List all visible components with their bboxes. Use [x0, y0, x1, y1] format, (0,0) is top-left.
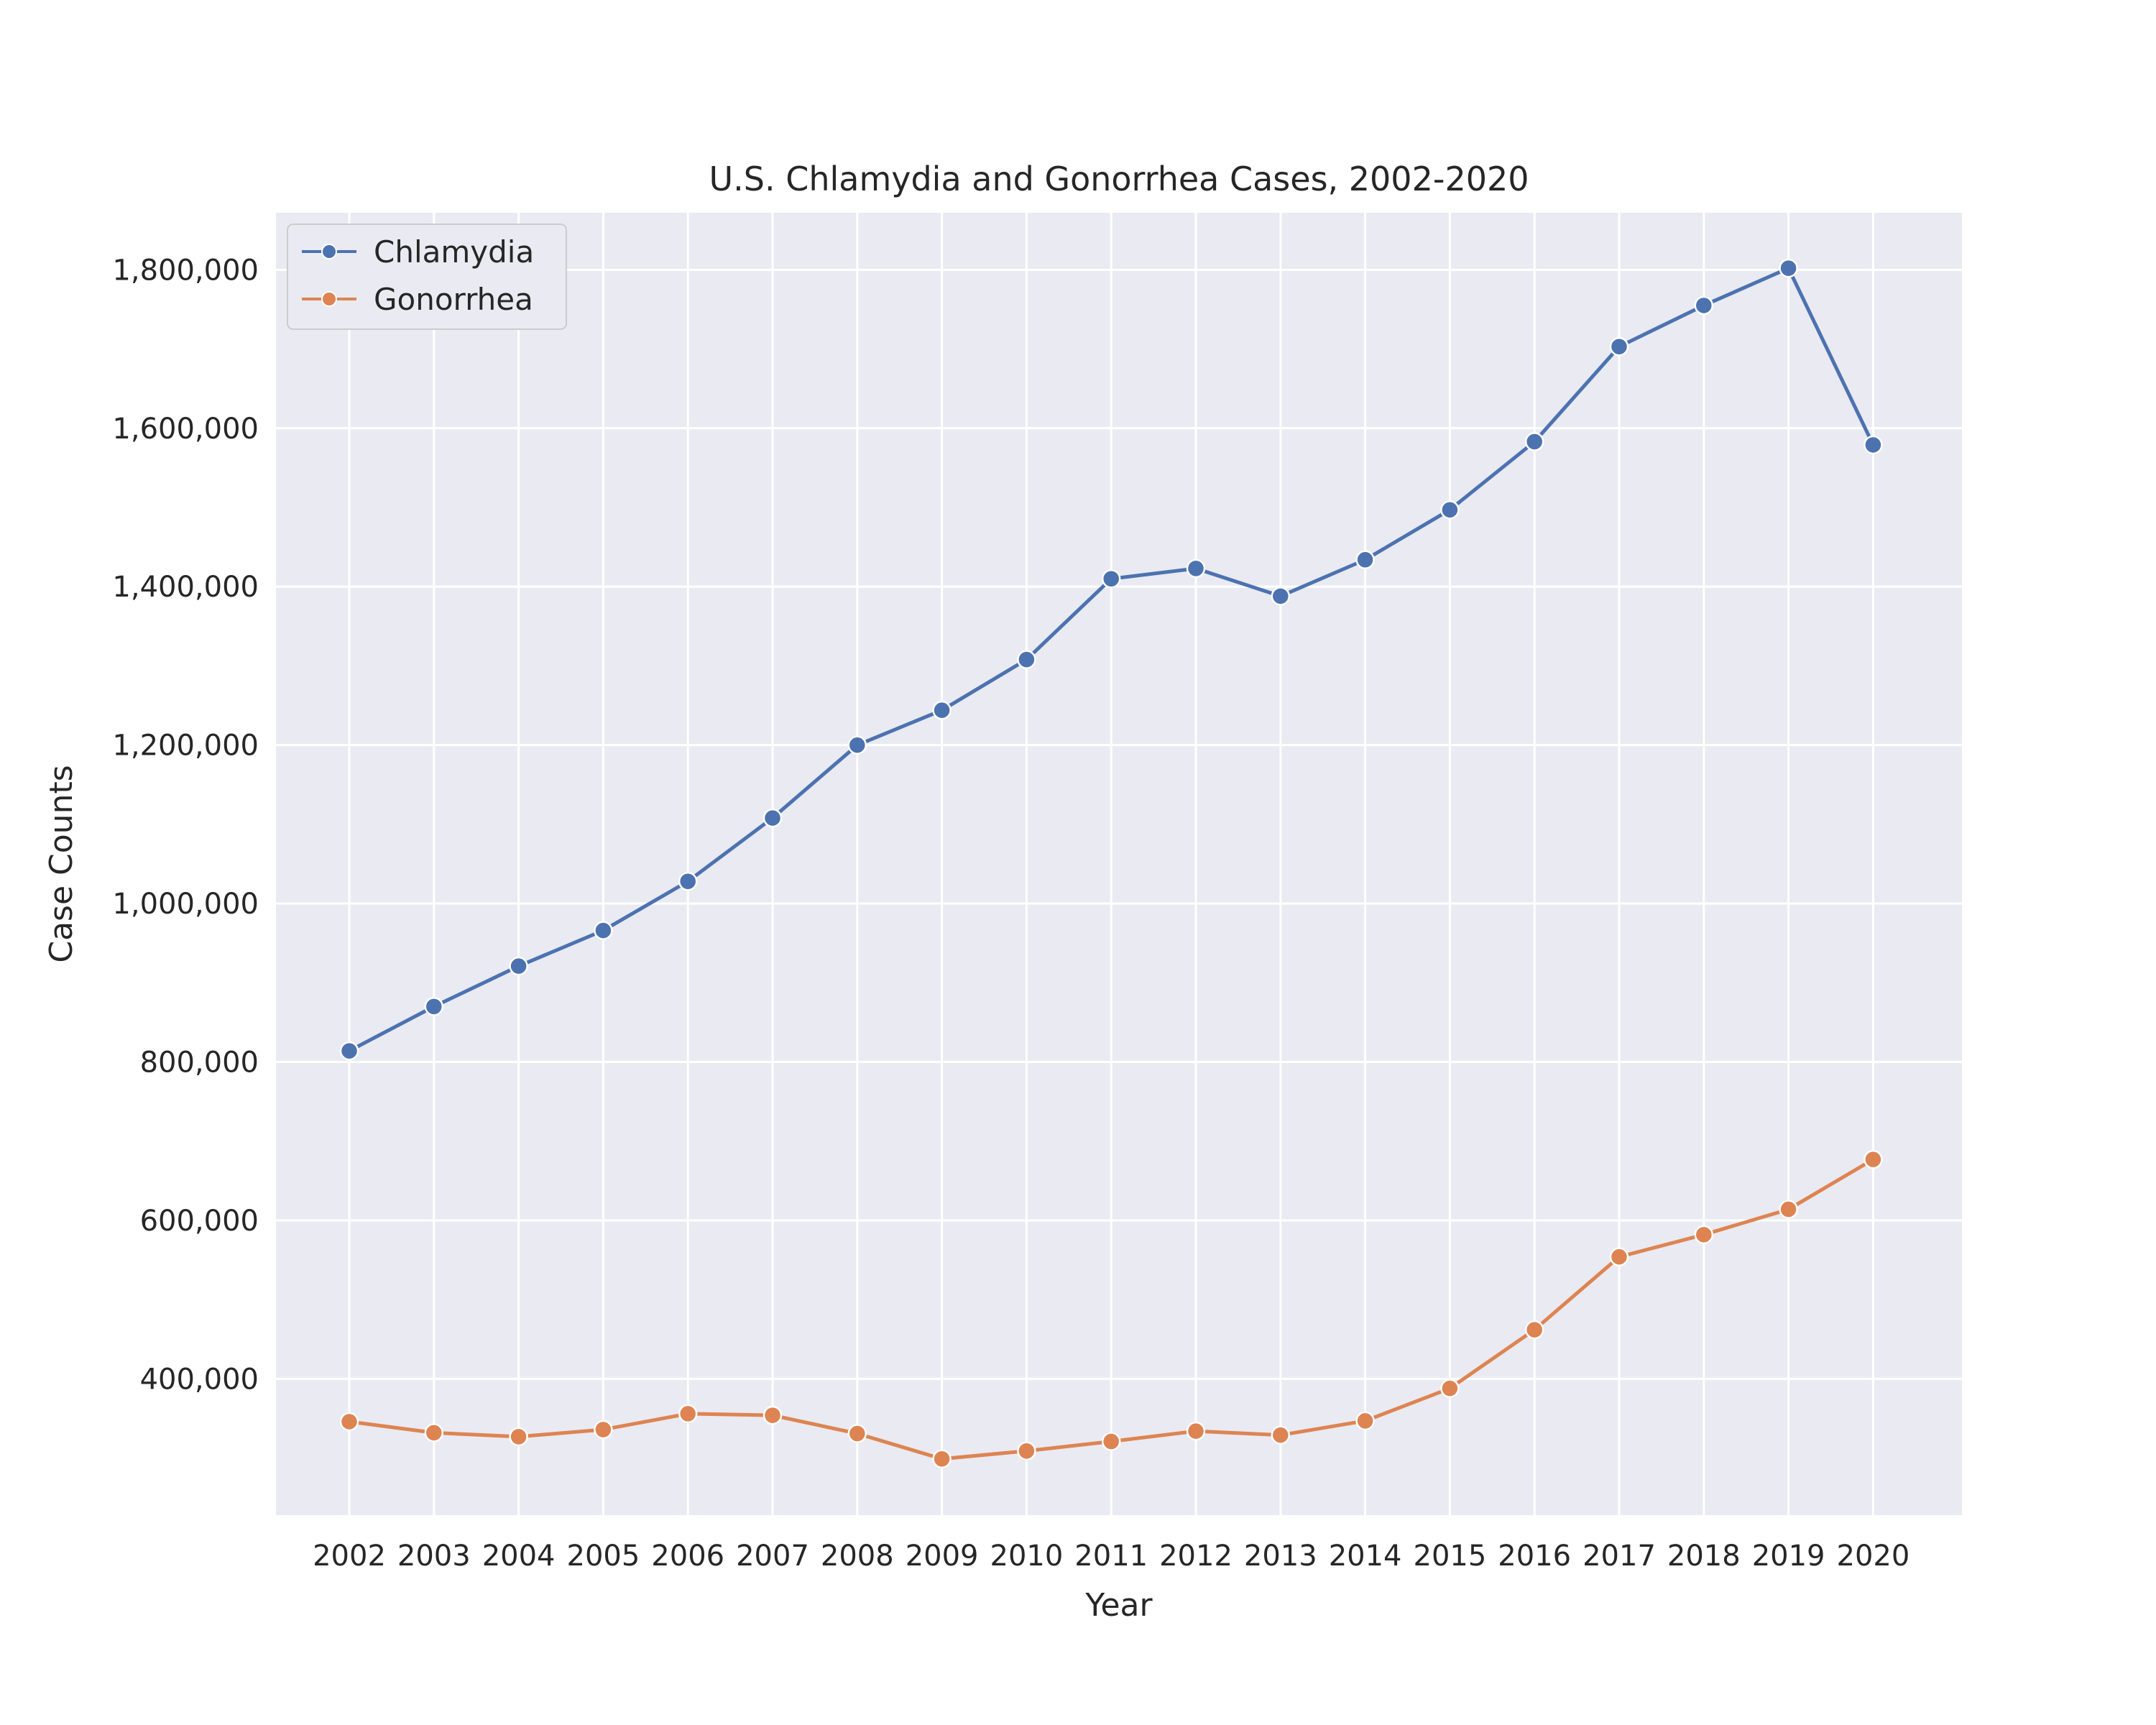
data-point-gonorrhea-2012: [1186, 1421, 1206, 1441]
data-point-gonorrhea-2009: [932, 1449, 952, 1468]
y-tick-label: 1,200,000: [112, 730, 259, 763]
data-point-gonorrhea-2011: [1101, 1432, 1121, 1451]
y-tick-label: 400,000: [140, 1363, 259, 1396]
y-axis-label: Case Counts: [43, 765, 80, 962]
data-point-chlamydia-2014: [1355, 550, 1375, 570]
data-point-gonorrhea-2004: [509, 1427, 528, 1447]
data-point-gonorrhea-2007: [763, 1405, 783, 1425]
x-tick-label: 2008: [821, 1540, 894, 1573]
data-point-chlamydia-2019: [1779, 258, 1798, 278]
x-tick-label: 2005: [567, 1540, 640, 1573]
y-tick-labels: 400,000 600,000 800,000 1,000,000 1,200,000 1…: [112, 254, 259, 1396]
data-point-chlamydia-2010: [1017, 650, 1036, 669]
x-tick-label: 2004: [482, 1540, 556, 1573]
data-point-chlamydia-2005: [594, 921, 613, 940]
x-tick-label: 2003: [397, 1540, 471, 1573]
chart-title: U.S. Chlamydia and Gonorrhea Cases, 2002…: [709, 160, 1529, 198]
x-tick-label: 2018: [1667, 1540, 1741, 1573]
plot-area: [276, 213, 1962, 1515]
data-point-chlamydia-2009: [932, 700, 952, 720]
x-tick-label: 2011: [1074, 1540, 1148, 1573]
legend-entry-gonorrhea: Gonorrhea: [374, 282, 533, 317]
series-layer: [339, 258, 1883, 1468]
x-tick-label: 2009: [906, 1540, 979, 1573]
data-point-gonorrhea-2003: [424, 1423, 444, 1443]
x-tick-label: 2016: [1498, 1540, 1571, 1573]
x-tick-labels: 2002 2003 2004 2005 2006 2007 2008 2009 2010 2011…: [313, 1540, 1909, 1573]
data-point-chlamydia-2003: [424, 997, 444, 1016]
data-point-gonorrhea-2016: [1524, 1320, 1544, 1340]
data-point-gonorrhea-2020: [1864, 1149, 1883, 1169]
x-tick-label: 2017: [1583, 1540, 1656, 1573]
y-tick-label: 600,000: [140, 1205, 259, 1238]
data-point-chlamydia-2017: [1609, 337, 1629, 356]
y-tick-label: 1,000,000: [112, 888, 259, 921]
gridlines: [276, 213, 1962, 1515]
data-point-chlamydia-2004: [509, 956, 528, 976]
data-point-chlamydia-2018: [1694, 295, 1714, 316]
data-point-gonorrhea-2019: [1779, 1200, 1798, 1219]
x-tick-label: 2020: [1837, 1540, 1910, 1573]
data-point-chlamydia-2007: [763, 808, 783, 828]
data-point-chlamydia-2011: [1101, 569, 1121, 589]
legend-box: [287, 224, 567, 330]
x-tick-label: 2006: [651, 1540, 724, 1573]
data-point-gonorrhea-2006: [678, 1404, 698, 1424]
x-tick-label: 2012: [1159, 1540, 1233, 1573]
data-point-gonorrhea-2014: [1355, 1411, 1375, 1431]
x-tick-label: 2002: [313, 1540, 386, 1573]
x-axis-label: Year: [1084, 1587, 1153, 1624]
data-point-gonorrhea-2008: [847, 1424, 867, 1443]
data-point-gonorrhea-2018: [1694, 1225, 1714, 1245]
y-tick-label: 800,000: [140, 1046, 259, 1080]
x-tick-label: 2019: [1752, 1540, 1825, 1573]
data-point-gonorrhea-2002: [339, 1412, 359, 1432]
data-point-chlamydia-2008: [847, 735, 867, 755]
x-tick-label: 2013: [1244, 1540, 1317, 1573]
data-point-chlamydia-2020: [1864, 435, 1883, 455]
data-point-gonorrhea-2017: [1609, 1247, 1629, 1266]
data-point-chlamydia-2002: [339, 1041, 359, 1061]
y-tick-label: 1,600,000: [112, 413, 259, 446]
x-tick-label: 2007: [736, 1540, 809, 1573]
data-point-chlamydia-2015: [1440, 500, 1460, 520]
legend: Chlamydia Gonorrhea: [287, 224, 567, 330]
data-point-chlamydia-2013: [1271, 586, 1291, 606]
legend-marker-chlamydia: [321, 244, 337, 259]
y-tick-label: 1,400,000: [112, 571, 259, 604]
legend-marker-gonorrhea: [321, 291, 337, 307]
data-point-chlamydia-2016: [1524, 432, 1544, 451]
data-point-gonorrhea-2010: [1017, 1441, 1036, 1460]
x-tick-label: 2010: [990, 1540, 1064, 1573]
data-point-gonorrhea-2015: [1440, 1379, 1460, 1398]
x-tick-label: 2015: [1414, 1540, 1487, 1573]
data-point-gonorrhea-2005: [594, 1420, 613, 1440]
legend-entry-chlamydia: Chlamydia: [374, 234, 534, 270]
data-point-chlamydia-2012: [1186, 558, 1206, 579]
y-tick-label: 1,800,000: [112, 254, 259, 287]
data-point-chlamydia-2006: [678, 871, 698, 891]
x-tick-label: 2014: [1329, 1540, 1402, 1573]
data-point-gonorrhea-2013: [1271, 1425, 1291, 1445]
